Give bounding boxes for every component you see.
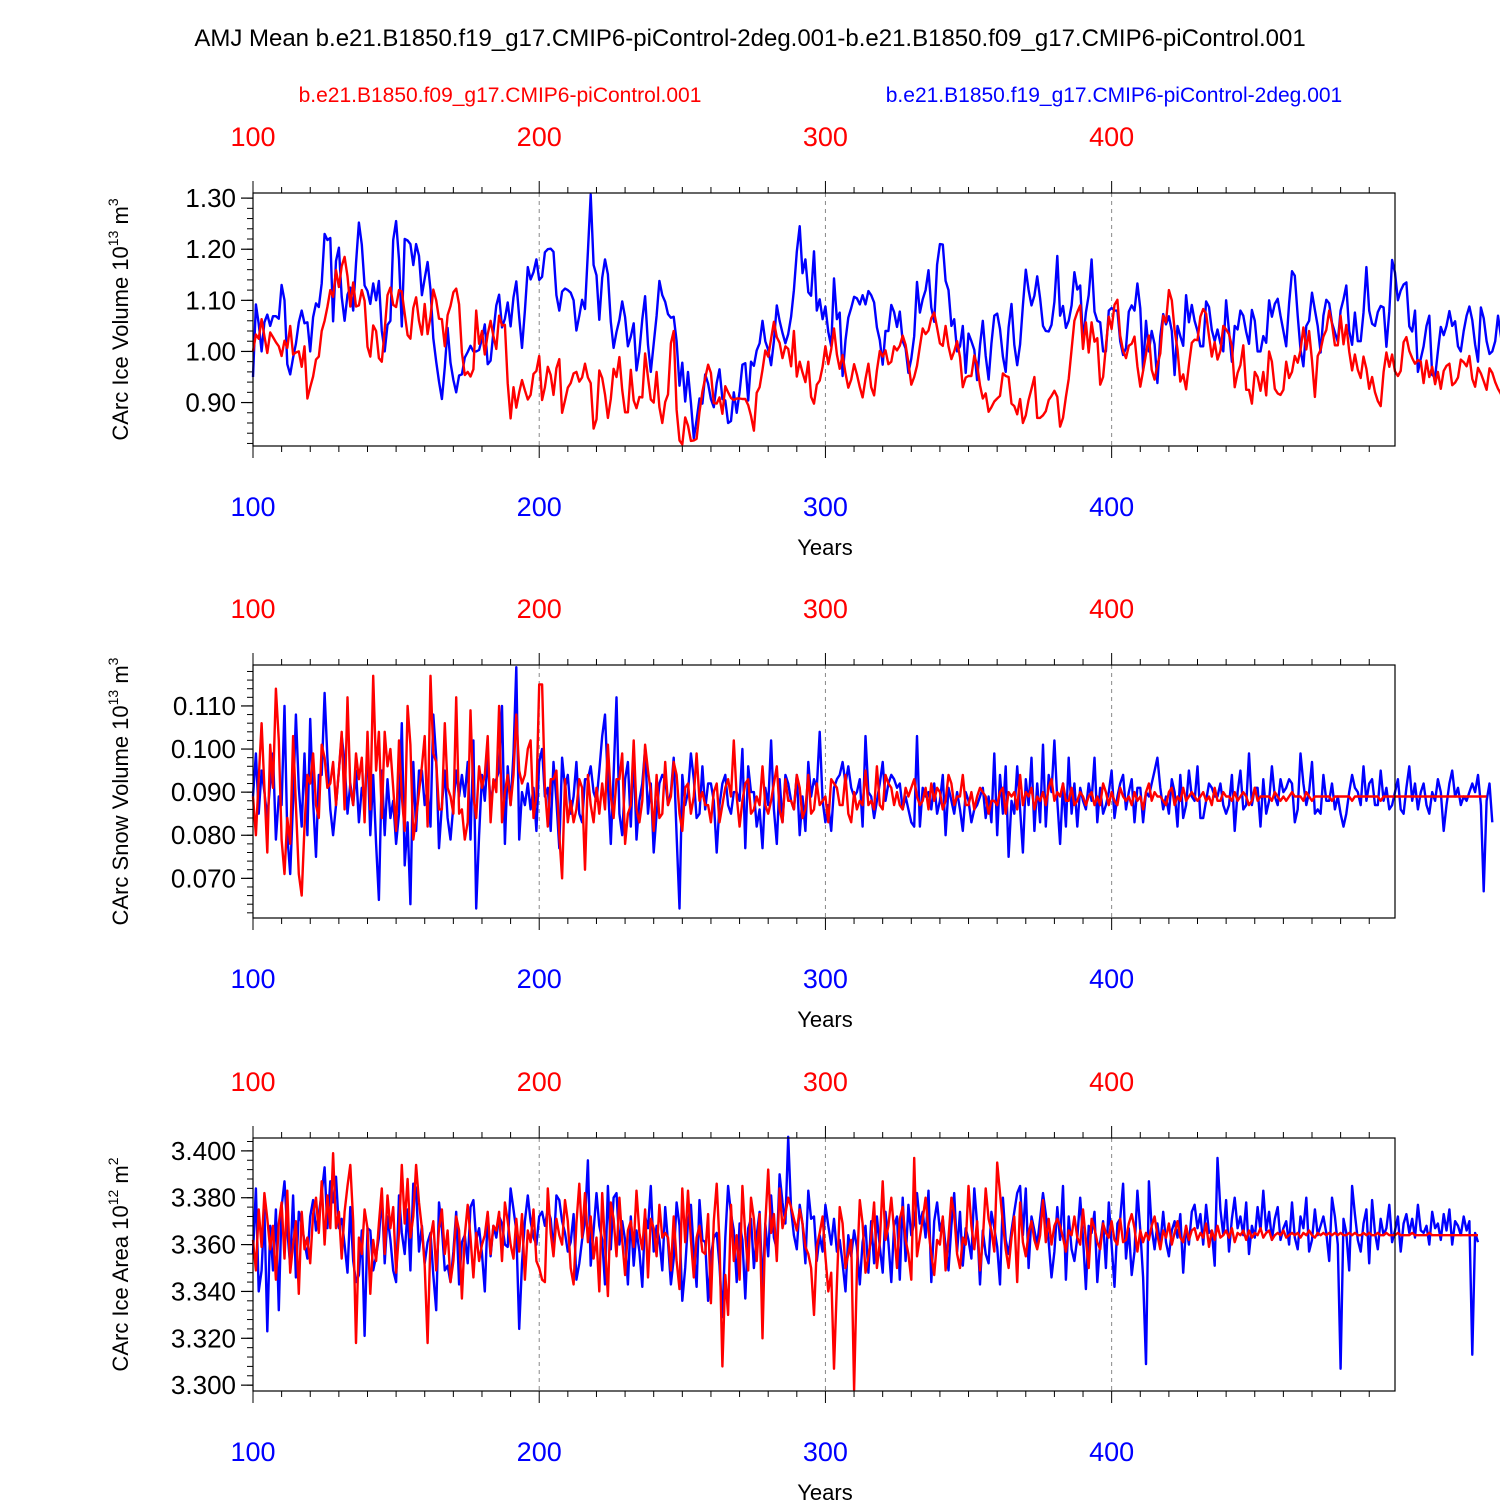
series-line-red	[251, 1151, 1478, 1392]
y-tick-label: 0.070	[171, 863, 236, 893]
x-tick-label-top: 400	[1089, 122, 1134, 152]
x-tick-label-bottom: 100	[230, 1437, 275, 1467]
legend-red-label: b.e21.B1850.f09_g17.CMIP6-piControl.001	[299, 84, 702, 107]
x-tick-label-top: 100	[230, 594, 275, 624]
x-tick-label-bottom: 200	[517, 1437, 562, 1467]
x-tick-label-top: 400	[1089, 1067, 1134, 1097]
y-tick-label: 3.320	[171, 1323, 236, 1353]
x-tick-label-top: 400	[1089, 594, 1134, 624]
plot-frame	[252, 1137, 1396, 1392]
y-tick-label: 0.090	[171, 777, 236, 807]
y-axis-label: CArc Ice Volume 1013 m3	[105, 198, 133, 440]
y-tick-label: 3.380	[171, 1183, 236, 1213]
x-tick-label-top: 100	[230, 122, 275, 152]
legend-blue-label: b.e21.B1850.f19_g17.CMIP6-piControl-2deg…	[886, 84, 1342, 107]
y-tick-label: 3.400	[171, 1136, 236, 1166]
y-tick-label: 0.90	[185, 388, 236, 418]
y-axis-label: CArc Snow Volume 1013 m3	[105, 657, 133, 925]
x-axis-label: Years	[797, 1007, 852, 1032]
y-axis-label: CArc Ice Area 1012 m2	[105, 1157, 133, 1371]
x-tick-label-top: 100	[230, 1067, 275, 1097]
y-tick-label: 0.100	[171, 734, 236, 764]
series-line-red	[251, 674, 1487, 897]
plot-frame	[252, 664, 1396, 919]
x-tick-label-bottom: 300	[803, 1437, 848, 1467]
x-tick-label-top: 300	[803, 594, 848, 624]
x-tick-label-top: 300	[803, 1067, 848, 1097]
x-tick-label-bottom: 400	[1089, 492, 1134, 522]
x-tick-label-bottom: 300	[803, 492, 848, 522]
x-tick-label-top: 300	[803, 122, 848, 152]
y-tick-label: 3.360	[171, 1230, 236, 1260]
x-tick-label-bottom: 300	[803, 964, 848, 994]
y-tick-label: 1.00	[185, 336, 236, 366]
x-tick-label-top: 200	[517, 122, 562, 152]
x-tick-label-bottom: 400	[1089, 1437, 1134, 1467]
plot-frame	[252, 192, 1396, 447]
x-tick-label-bottom: 400	[1089, 964, 1134, 994]
x-tick-label-bottom: 200	[517, 492, 562, 522]
panel-2: 0.070 0.080 0.090 0.100 0.110 100 100 200 200 300…	[105, 594, 1494, 1032]
y-tick-label: 0.110	[173, 691, 236, 721]
y-tick-label: 1.20	[185, 234, 236, 264]
y-tick-label: 0.080	[171, 820, 236, 850]
y-tick-label: 1.30	[185, 183, 236, 213]
y-tick-label: 3.340	[171, 1276, 236, 1306]
panel-1: 0.90 1.00 1.10 1.20 1.30 100 100 200 200 300 300 40…	[105, 122, 1500, 560]
x-axis-label: Years	[797, 535, 852, 560]
x-axis-label: Years	[797, 1480, 852, 1500]
x-tick-label-bottom: 100	[230, 964, 275, 994]
panel-3: 3.300 3.320 3.340 3.360 3.380 3.400 100 100 200 2…	[105, 1067, 1480, 1500]
x-tick-label-top: 200	[517, 594, 562, 624]
chart-title: AMJ Mean b.e21.B1850.f19_g17.CMIP6-piCon…	[194, 25, 1305, 52]
x-tick-label-top: 200	[517, 1067, 562, 1097]
series-line-blue	[251, 1135, 1480, 1370]
y-tick-label: 1.10	[185, 285, 236, 315]
y-tick-label: 3.300	[171, 1370, 236, 1400]
x-tick-label-bottom: 100	[230, 492, 275, 522]
x-tick-label-bottom: 200	[517, 964, 562, 994]
series-line-blue	[251, 193, 1500, 440]
series-line-red	[251, 255, 1500, 446]
